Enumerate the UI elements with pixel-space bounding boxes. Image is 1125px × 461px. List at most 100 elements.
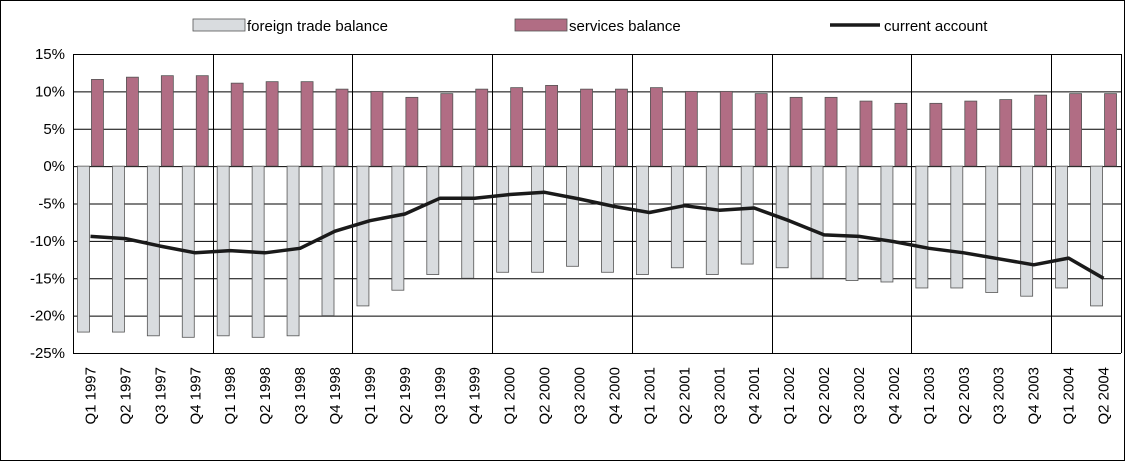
bar-services-14 bbox=[580, 88, 593, 167]
bar-foreign-trade-12 bbox=[496, 165, 510, 273]
x-tick-label-6: Q3 1998 bbox=[292, 367, 309, 425]
bar-foreign-trade-22 bbox=[845, 165, 859, 281]
legend-label-2: current account bbox=[884, 18, 988, 35]
bar-foreign-trade-24 bbox=[915, 165, 929, 289]
bar-services-24 bbox=[929, 102, 943, 167]
bar-foreign-trade-21 bbox=[810, 165, 824, 279]
bar-foreign-trade-8 bbox=[356, 165, 370, 307]
bar-services-2 bbox=[160, 75, 174, 167]
bar-services-22 bbox=[859, 100, 873, 167]
x-tick-label-12: Q1 2000 bbox=[502, 367, 519, 425]
x-tick-label-26: Q3 2003 bbox=[991, 367, 1008, 425]
bar-services-1 bbox=[126, 76, 139, 167]
x-tick-label-22: Q3 2002 bbox=[851, 367, 868, 425]
x-tick-label-4: Q1 1998 bbox=[222, 367, 239, 425]
bar-services-12 bbox=[510, 87, 524, 167]
x-tick-label-10: Q3 1999 bbox=[432, 367, 449, 425]
x-tick-label-27: Q4 2003 bbox=[1026, 367, 1043, 425]
x-tick-label-20: Q1 2002 bbox=[781, 367, 798, 425]
bar-foreign-trade-7 bbox=[321, 165, 335, 317]
y-tick-label-7: -20% bbox=[30, 308, 65, 325]
x-tick-label-2: Q3 1997 bbox=[152, 367, 169, 425]
x-tick-label-28: Q1 2004 bbox=[1061, 367, 1078, 425]
bar-foreign-trade-17 bbox=[670, 165, 684, 269]
bar-services-0 bbox=[91, 79, 104, 167]
bar-services-25 bbox=[964, 100, 978, 167]
y-tick-label-5: -10% bbox=[30, 233, 65, 250]
x-tick-label-8: Q1 1999 bbox=[362, 367, 379, 425]
x-tick-label-16: Q1 2001 bbox=[641, 367, 658, 425]
y-tick-label-6: -15% bbox=[30, 270, 65, 287]
bar-services-27 bbox=[1034, 94, 1048, 167]
bar-foreign-trade-9 bbox=[391, 165, 405, 291]
x-tick-label-15: Q4 2000 bbox=[606, 367, 623, 425]
bar-foreign-trade-14 bbox=[566, 165, 579, 267]
x-tick-label-3: Q4 1997 bbox=[187, 367, 204, 425]
bar-services-29 bbox=[1104, 93, 1117, 167]
bar-services-7 bbox=[335, 88, 349, 167]
x-tick-label-24: Q1 2003 bbox=[921, 367, 938, 425]
legend: foreign trade balance services balance cur… bbox=[192, 18, 988, 35]
bar-services-23 bbox=[894, 102, 908, 167]
bar-foreign-trade-28 bbox=[1055, 165, 1068, 289]
bar-foreign-trade-26 bbox=[985, 165, 999, 293]
bar-services-18 bbox=[719, 90, 733, 167]
x-tick-label-5: Q2 1998 bbox=[257, 367, 274, 425]
bar-foreign-trade-15 bbox=[601, 165, 614, 273]
x-tick-label-25: Q2 2003 bbox=[956, 367, 973, 425]
line-current-account bbox=[90, 190, 1105, 280]
y-tick-label-0: 15% bbox=[35, 46, 65, 63]
bar-foreign-trade-19 bbox=[740, 165, 754, 265]
x-tick-label-21: Q2 2002 bbox=[816, 367, 833, 425]
x-tick-label-7: Q4 1998 bbox=[327, 367, 344, 425]
bar-foreign-trade-16 bbox=[636, 165, 649, 275]
x-tick-label-14: Q3 2000 bbox=[572, 367, 589, 425]
bar-foreign-trade-29 bbox=[1090, 165, 1103, 307]
x-tick-label-19: Q4 2001 bbox=[746, 367, 763, 425]
bar-foreign-trade-25 bbox=[950, 165, 964, 289]
legend-label-1: services balance bbox=[569, 18, 681, 35]
bar-services-3 bbox=[195, 75, 209, 167]
bar-services-19 bbox=[754, 93, 768, 167]
y-tick-label-4: -5% bbox=[38, 196, 65, 213]
bar-services-11 bbox=[475, 88, 489, 167]
x-tick-label-9: Q2 1999 bbox=[397, 367, 414, 425]
bar-foreign-trade-0 bbox=[77, 165, 90, 333]
bar-foreign-trade-18 bbox=[705, 165, 719, 275]
bar-foreign-trade-23 bbox=[880, 165, 894, 283]
bar-foreign-trade-1 bbox=[112, 165, 125, 333]
bar-services-6 bbox=[300, 81, 314, 167]
x-tick-label-1: Q2 1997 bbox=[117, 367, 134, 425]
y-tick-label-1: 10% bbox=[35, 83, 65, 100]
bar-services-17 bbox=[684, 90, 698, 167]
x-tick-label-11: Q4 1999 bbox=[467, 367, 484, 425]
legend-label-0: foreign trade balance bbox=[247, 18, 388, 35]
x-tick-label-29: Q2 2004 bbox=[1096, 367, 1113, 425]
legend-swatch-1 bbox=[514, 18, 568, 32]
bar-services-15 bbox=[615, 88, 628, 167]
y-tick-label-8: -25% bbox=[30, 345, 65, 362]
bar-foreign-trade-13 bbox=[531, 165, 544, 273]
bar-services-9 bbox=[405, 96, 419, 167]
bar-services-20 bbox=[789, 96, 803, 167]
bar-services-21 bbox=[824, 96, 838, 167]
bar-services-8 bbox=[370, 90, 384, 167]
bar-foreign-trade-10 bbox=[426, 165, 440, 275]
y-tick-label-3: 0% bbox=[43, 158, 65, 175]
x-tick-label-23: Q4 2002 bbox=[886, 367, 903, 425]
bar-foreign-trade-2 bbox=[146, 165, 160, 337]
x-tick-label-17: Q2 2001 bbox=[676, 367, 693, 425]
bar-foreign-trade-11 bbox=[461, 165, 475, 279]
x-tick-label-0: Q1 1997 bbox=[82, 367, 99, 425]
bar-services-4 bbox=[230, 82, 244, 167]
x-tick-label-18: Q3 2001 bbox=[711, 367, 728, 425]
y-tick-label-2: 5% bbox=[43, 121, 65, 138]
bar-services-10 bbox=[440, 93, 454, 167]
bar-services-5 bbox=[265, 81, 279, 167]
bar-services-26 bbox=[999, 99, 1013, 167]
bar-foreign-trade-27 bbox=[1020, 165, 1034, 297]
x-tick-label-13: Q2 2000 bbox=[537, 367, 554, 425]
bar-services-28 bbox=[1069, 93, 1082, 167]
